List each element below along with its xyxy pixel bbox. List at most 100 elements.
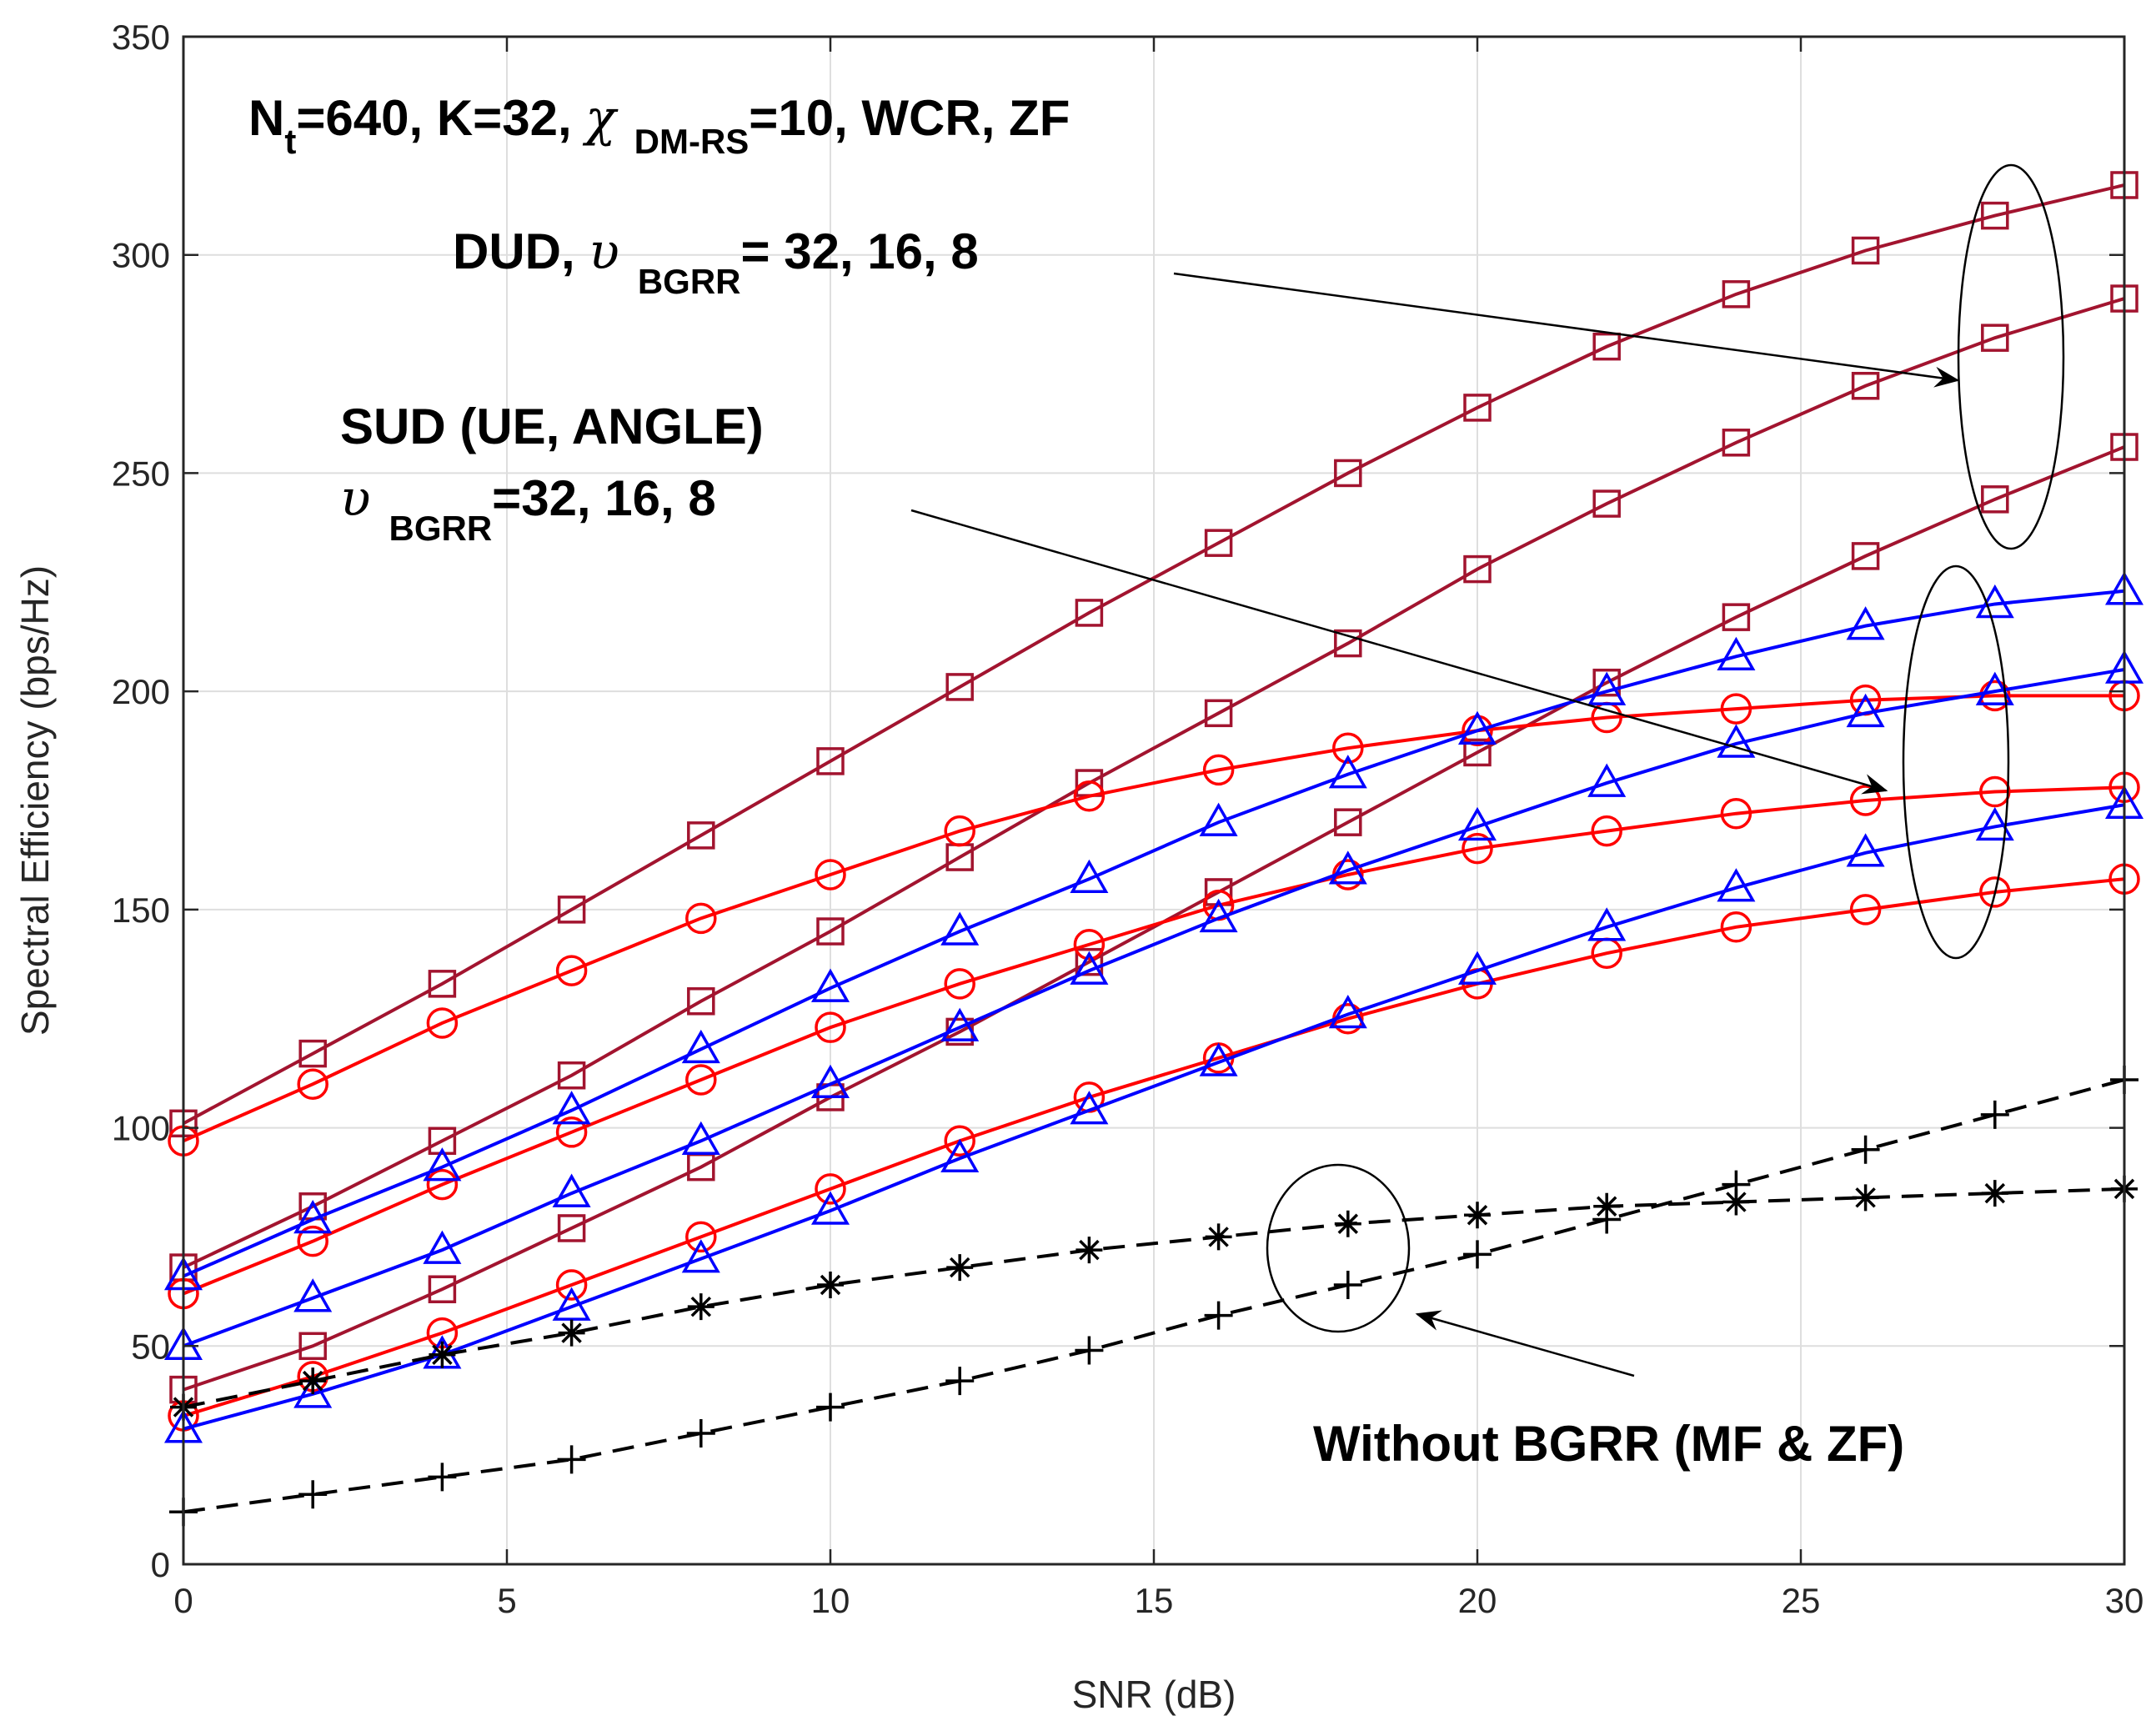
- data-point-triangle: [940, 1138, 980, 1172]
- data-point-circle: [1979, 775, 2011, 808]
- x-tick-label: 20: [1458, 1581, 1497, 1620]
- data-point-circle: [1979, 680, 2011, 712]
- data-point-circle: [555, 955, 588, 986]
- data-point-square: [1463, 394, 1492, 422]
- data-point-plus: [428, 1463, 457, 1492]
- data-point-asterisk: [299, 1367, 327, 1395]
- data-point-triangle: [1846, 833, 1885, 867]
- data-point-circle: [1720, 797, 1752, 830]
- data-point-asterisk: [1205, 1223, 1232, 1251]
- data-point-triangle: [552, 1287, 591, 1321]
- data-point-circle: [297, 1225, 328, 1257]
- annotation-without-bgrr: Without BGRR (MF & ZF): [1313, 1416, 1904, 1472]
- data-point-triangle: [1457, 710, 1497, 745]
- data-point-triangle: [1070, 1091, 1109, 1125]
- y-tick-label: 0: [151, 1545, 170, 1584]
- data-point-triangle: [810, 968, 850, 1002]
- data-point-circle: [426, 1007, 459, 1039]
- y-tick-label: 250: [112, 454, 170, 493]
- data-point-square: [1592, 489, 1621, 518]
- x-tick-label: 15: [1135, 1581, 1174, 1620]
- data-point-circle: [1202, 754, 1235, 786]
- arrow-without-bgrr: [1415, 1310, 1635, 1377]
- series-line: [183, 803, 2125, 1431]
- data-point-plus: [1851, 1135, 1880, 1164]
- ellipse-sud: [1902, 564, 2010, 960]
- data-point-square: [1204, 699, 1233, 728]
- series-line: [183, 1078, 2125, 1514]
- data-point-circle: [426, 1168, 459, 1201]
- series-line: [183, 785, 2125, 1296]
- data-point-square: [1722, 429, 1751, 457]
- data-point-asterisk: [1464, 1202, 1491, 1229]
- data-point-square: [1851, 371, 1880, 400]
- y-tick-label: 350: [112, 18, 170, 57]
- data-point-asterisk: [429, 1341, 456, 1368]
- data-point-square: [298, 1332, 327, 1361]
- data-point-triangle: [552, 1173, 591, 1207]
- data-point-square: [298, 1039, 327, 1068]
- data-point-triangle: [1199, 802, 1238, 836]
- data-point-square: [1981, 201, 2009, 230]
- series-square: [169, 171, 2138, 1138]
- data-point-triangle: [1587, 763, 1627, 797]
- series-square: [169, 284, 2138, 1282]
- data-point-triangle: [423, 1230, 462, 1264]
- series-line: [183, 297, 2125, 1269]
- data-point-circle: [685, 1064, 717, 1096]
- data-point-triangle: [1975, 671, 2014, 705]
- data-point-square: [1334, 459, 1362, 488]
- data-point-triangle: [681, 1029, 720, 1064]
- data-point-triangle: [423, 1147, 462, 1182]
- arrow-dud: [1173, 272, 1960, 388]
- x-tick-label: 0: [173, 1581, 193, 1620]
- data-point-circle: [815, 1011, 846, 1043]
- data-point-triangle: [1717, 868, 1756, 902]
- data-point-triangle: [1070, 859, 1109, 893]
- data-point-plus: [1722, 1170, 1751, 1199]
- data-point-circle: [944, 968, 975, 1000]
- data-point-square: [557, 896, 586, 924]
- data-point-asterisk: [558, 1319, 585, 1347]
- data-point-square: [1463, 554, 1492, 584]
- data-point-triangle: [940, 911, 980, 946]
- data-point-square: [1722, 603, 1751, 631]
- data-point-square: [816, 747, 845, 775]
- data-point-asterisk: [817, 1272, 844, 1299]
- data-point-triangle: [1587, 671, 1627, 705]
- data-point-circle: [815, 859, 846, 891]
- data-point-square: [816, 917, 845, 946]
- series-line: [183, 1187, 2125, 1409]
- data-point-plus: [1333, 1271, 1362, 1300]
- data-point-plus: [1075, 1336, 1104, 1365]
- series-line: [183, 694, 2124, 1143]
- data-point-plus: [1980, 1100, 2009, 1129]
- data-point-plus: [686, 1418, 715, 1448]
- series-line: [183, 877, 2125, 1417]
- data-point-square: [1204, 529, 1233, 557]
- annotation-sud-values: υBGRR=32, 16, 8: [340, 469, 716, 548]
- data-point-asterisk: [687, 1293, 714, 1321]
- x-tick-label: 25: [1782, 1581, 1821, 1620]
- data-point-triangle: [1975, 806, 2014, 841]
- data-point-circle: [815, 1173, 846, 1205]
- data-point-square: [1851, 236, 1880, 265]
- data-point-square: [1463, 738, 1492, 767]
- data-point-square: [687, 987, 715, 1016]
- data-point-plus: [298, 1480, 328, 1509]
- data-point-asterisk: [1075, 1237, 1103, 1264]
- data-point-triangle: [1587, 907, 1627, 941]
- data-point-square: [557, 1061, 586, 1090]
- annotation-sud-title: SUD (UE, ANGLE): [340, 399, 764, 454]
- data-point-circle: [944, 1125, 975, 1157]
- data-point-triangle: [1457, 951, 1497, 985]
- y-tick-label: 200: [112, 672, 170, 711]
- data-point-triangle: [1199, 1042, 1238, 1076]
- data-point-circle: [1332, 732, 1364, 764]
- data-point-triangle: [1070, 951, 1109, 985]
- data-point-circle: [1849, 894, 1882, 926]
- data-point-plus: [1204, 1301, 1233, 1330]
- data-point-triangle: [1717, 724, 1756, 758]
